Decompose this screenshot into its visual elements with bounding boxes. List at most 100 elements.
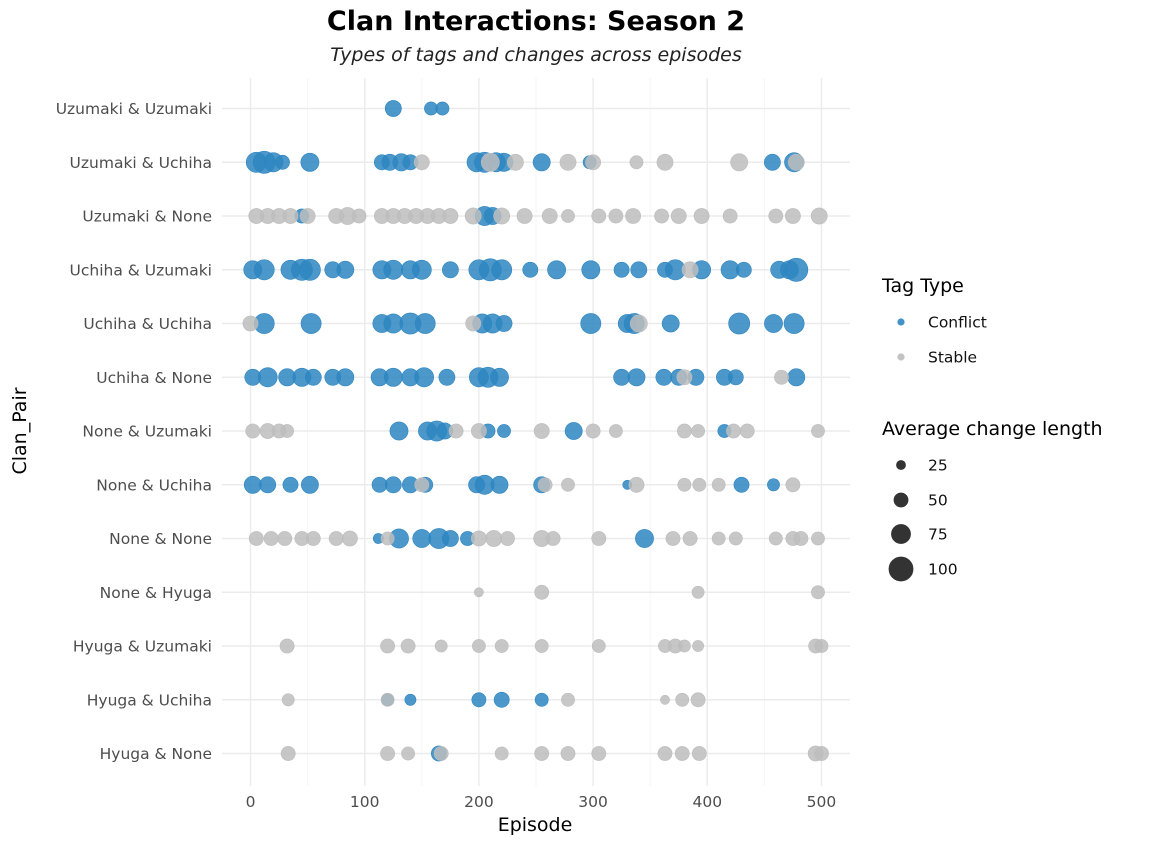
point-stable <box>380 692 395 707</box>
point-conflict <box>627 368 646 387</box>
point-conflict <box>497 424 511 438</box>
point-stable <box>470 423 487 439</box>
point-conflict <box>733 476 750 493</box>
point-conflict <box>735 261 752 278</box>
point-stable <box>657 746 673 761</box>
point-stable <box>691 424 705 438</box>
point-conflict <box>300 313 322 334</box>
legend-color-items: Conflict Stable <box>897 314 987 367</box>
point-stable <box>464 207 482 225</box>
point-stable <box>722 208 738 224</box>
point-stable <box>299 208 316 224</box>
point-stable <box>401 746 415 761</box>
point-stable <box>656 153 674 171</box>
point-stable <box>811 424 825 438</box>
point-stable <box>608 208 624 224</box>
point-conflict <box>522 261 539 278</box>
point-stable <box>280 424 294 438</box>
point-stable <box>676 369 693 386</box>
point-conflict <box>532 153 551 172</box>
point-conflict <box>767 478 780 492</box>
point-stable <box>811 585 825 600</box>
point-conflict <box>300 475 319 494</box>
x-tick-label: 500 <box>807 793 837 811</box>
point-conflict <box>441 261 459 279</box>
point-stable <box>629 314 648 333</box>
point-stable <box>248 531 264 546</box>
x-tick-labels: 0 100 200 300 400 500 <box>246 793 837 811</box>
y-tick-label: Uzumaki & None <box>82 208 212 226</box>
point-stable <box>471 639 486 653</box>
point-stable <box>534 746 550 761</box>
point-stable <box>561 692 575 707</box>
point-stable <box>534 639 549 653</box>
point-stable <box>516 208 533 224</box>
point-conflict <box>438 368 456 386</box>
point-stable <box>351 208 367 224</box>
y-tick-label: Uchiha & None <box>96 369 212 387</box>
legend-key-stable <box>897 353 905 361</box>
legend-size-items: 25 50 75 100 <box>888 457 958 582</box>
point-conflict <box>784 257 809 282</box>
point-conflict <box>547 260 567 280</box>
point-conflict <box>257 367 278 388</box>
point-stable <box>692 640 704 652</box>
point-conflict <box>613 368 631 386</box>
point-conflict <box>384 476 402 494</box>
point-conflict <box>783 313 805 334</box>
point-stable <box>414 477 430 493</box>
point-stable <box>677 423 692 439</box>
point-conflict <box>490 367 509 387</box>
y-tick-label: Hyuga & None <box>100 745 212 763</box>
point-stable <box>591 746 607 761</box>
point-conflict <box>389 421 409 441</box>
point-stable <box>654 208 669 224</box>
point-stable <box>480 152 500 172</box>
point-conflict <box>243 475 262 494</box>
point-stable <box>585 423 601 439</box>
y-tick-label: Uzumaki & Uchiha <box>70 154 212 172</box>
point-stable <box>730 153 749 172</box>
legend-key-conflict <box>897 318 905 326</box>
point-conflict <box>630 261 648 279</box>
point-conflict <box>298 258 321 281</box>
point-conflict <box>580 313 602 334</box>
legend-size-label: 25 <box>928 457 948 475</box>
legend-size-label: 75 <box>928 526 948 544</box>
chart-subtitle: Types of tags and changes across episode… <box>330 44 742 66</box>
point-stable <box>711 477 726 492</box>
point-conflict <box>471 692 487 708</box>
x-axis-title: Episode <box>498 814 573 836</box>
point-stable <box>810 207 828 225</box>
point-stable <box>341 530 358 547</box>
y-tick-label: None & None <box>109 530 212 548</box>
y-tick-label: None & Hyuga <box>100 584 212 602</box>
point-stable <box>681 261 699 279</box>
point-stable <box>774 369 789 385</box>
legend-size-key <box>893 492 909 508</box>
legend-color-title: Tag Type <box>881 275 964 297</box>
point-stable <box>534 584 550 600</box>
point-stable <box>485 530 503 547</box>
point-stable <box>793 531 809 546</box>
point-stable <box>585 154 601 171</box>
x-tick-label: 100 <box>350 793 380 811</box>
point-stable <box>561 477 575 492</box>
point-stable <box>559 153 577 171</box>
point-stable <box>682 531 698 546</box>
point-stable <box>674 746 690 761</box>
point-stable <box>433 746 449 761</box>
chart-title: Clan Interactions: Season 2 <box>327 6 745 37</box>
point-stable <box>282 208 299 224</box>
point-stable <box>533 423 550 439</box>
x-tick-label: 400 <box>692 793 722 811</box>
point-conflict <box>435 101 450 116</box>
y-tick-label: Uzumaki & Uzumaki <box>56 100 212 118</box>
point-stable <box>785 208 801 224</box>
point-conflict <box>534 692 549 707</box>
point-conflict <box>404 693 417 706</box>
point-conflict <box>581 260 601 280</box>
point-stable <box>675 692 690 707</box>
x-tick-label: 200 <box>464 793 494 811</box>
